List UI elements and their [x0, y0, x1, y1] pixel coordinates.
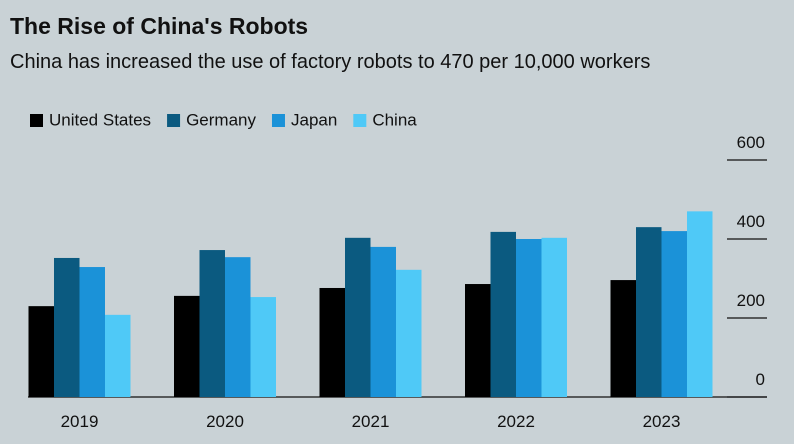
y-tick-label: 600	[737, 133, 765, 152]
bar	[319, 287, 345, 397]
bar	[28, 306, 54, 397]
x-tick-label: 2022	[497, 412, 535, 431]
legend-label: China	[372, 110, 417, 129]
bar	[687, 211, 713, 397]
bar	[225, 257, 251, 397]
bar	[610, 280, 636, 397]
bar	[516, 239, 542, 397]
chart-subtitle: China has increased the use of factory r…	[10, 51, 650, 73]
bar	[250, 297, 276, 397]
bar	[490, 231, 516, 397]
bar	[396, 269, 422, 397]
x-tick-label: 2023	[643, 412, 681, 431]
y-tick-label: 200	[737, 291, 765, 310]
bar	[79, 267, 105, 397]
bar	[174, 295, 200, 397]
bar	[345, 237, 371, 397]
legend-swatch	[353, 114, 367, 127]
chart-title: The Rise of China's Robots	[10, 13, 308, 39]
bar	[636, 227, 662, 397]
y-tick-label: 400	[737, 212, 765, 231]
bar	[541, 237, 567, 397]
x-tick-label: 2020	[206, 412, 244, 431]
legend-swatch	[167, 114, 181, 127]
bar	[370, 246, 396, 397]
bar	[465, 284, 491, 397]
bar	[105, 314, 131, 397]
legend-label: Japan	[291, 110, 337, 129]
legend-swatch	[30, 114, 43, 127]
bar	[199, 250, 225, 397]
legend-label: United States	[49, 110, 151, 129]
bar	[54, 257, 80, 397]
x-tick-label: 2021	[352, 412, 390, 431]
bar	[661, 231, 687, 397]
x-tick-label: 2019	[61, 412, 99, 431]
y-tick-label: 0	[756, 370, 765, 389]
legend-label: Germany	[186, 110, 256, 129]
legend-swatch	[271, 114, 285, 127]
